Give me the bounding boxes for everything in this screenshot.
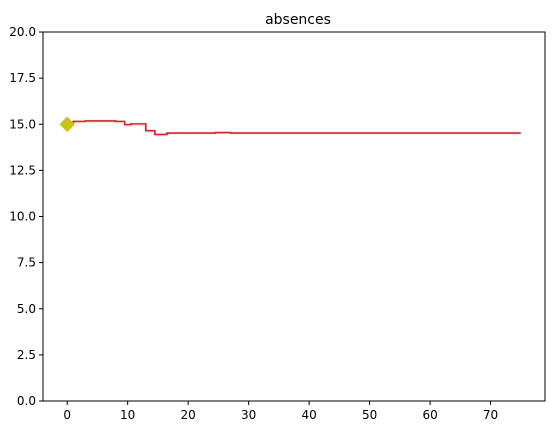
x-tick-label: 20 [181, 408, 196, 422]
y-tick-label: 5.0 [17, 302, 36, 316]
y-tick-label: 12.5 [9, 163, 36, 177]
series-line [67, 120, 521, 136]
y-tick-label: 7.5 [17, 256, 36, 270]
y-tick-label: 15.0 [9, 117, 36, 131]
y-tick-label: 20.0 [9, 25, 36, 39]
x-tick-label: 70 [483, 408, 498, 422]
y-tick-label: 2.5 [17, 348, 36, 362]
x-tick-label: 0 [63, 408, 71, 422]
axes-frame [42, 31, 546, 402]
chart-title: absences [265, 12, 331, 28]
y-tick-label: 10.0 [9, 210, 36, 224]
x-tick-label: 40 [301, 408, 316, 422]
x-tick-label: 10 [120, 408, 135, 422]
x-tick-label: 60 [422, 408, 437, 422]
y-tick-label: 17.5 [9, 71, 36, 85]
diamond-marker [59, 116, 75, 132]
x-tick-label: 30 [241, 408, 256, 422]
plot-area: 0 10 20 30 40 50 60 70 0.0 2.5 5.0 7.5 10.0 12.5 15.0 1… [9, 25, 546, 422]
y-tick-label: 0.0 [17, 394, 36, 408]
x-tick-label: 50 [362, 408, 377, 422]
